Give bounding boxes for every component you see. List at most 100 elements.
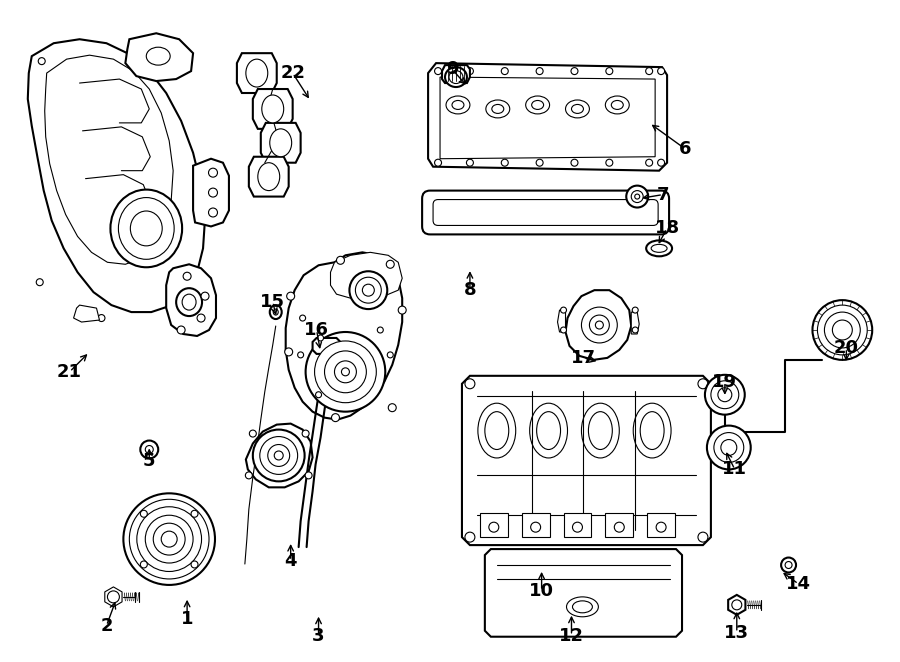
- Ellipse shape: [130, 499, 209, 579]
- Ellipse shape: [302, 430, 309, 437]
- Polygon shape: [248, 157, 289, 197]
- Polygon shape: [166, 264, 216, 336]
- Ellipse shape: [501, 160, 508, 166]
- Text: 19: 19: [712, 373, 737, 391]
- Ellipse shape: [284, 348, 292, 356]
- Ellipse shape: [140, 510, 148, 517]
- Ellipse shape: [485, 412, 508, 449]
- Ellipse shape: [191, 510, 198, 517]
- Ellipse shape: [246, 472, 252, 479]
- Ellipse shape: [530, 403, 568, 458]
- Ellipse shape: [337, 256, 345, 264]
- Ellipse shape: [785, 561, 792, 569]
- Polygon shape: [565, 290, 631, 360]
- Ellipse shape: [446, 96, 470, 114]
- Ellipse shape: [183, 272, 191, 280]
- Ellipse shape: [140, 440, 158, 459]
- Text: 17: 17: [571, 349, 596, 367]
- Ellipse shape: [536, 68, 543, 75]
- Polygon shape: [45, 55, 173, 264]
- Ellipse shape: [38, 58, 45, 65]
- Ellipse shape: [287, 292, 294, 300]
- Ellipse shape: [249, 430, 256, 437]
- Ellipse shape: [305, 472, 312, 479]
- Ellipse shape: [714, 432, 743, 463]
- Ellipse shape: [331, 414, 339, 422]
- Ellipse shape: [318, 335, 323, 341]
- Ellipse shape: [435, 68, 442, 75]
- Ellipse shape: [732, 600, 742, 610]
- Ellipse shape: [388, 404, 396, 412]
- Text: 13: 13: [724, 624, 750, 641]
- Text: 11: 11: [723, 460, 747, 479]
- Ellipse shape: [300, 315, 306, 321]
- Ellipse shape: [711, 381, 739, 408]
- Ellipse shape: [262, 95, 284, 123]
- Text: 2: 2: [100, 617, 112, 635]
- Ellipse shape: [565, 100, 590, 118]
- Ellipse shape: [176, 288, 202, 316]
- Ellipse shape: [718, 388, 732, 402]
- Ellipse shape: [98, 314, 105, 322]
- Ellipse shape: [561, 307, 566, 313]
- Ellipse shape: [631, 191, 644, 203]
- Text: 14: 14: [786, 575, 811, 593]
- Ellipse shape: [452, 101, 464, 109]
- Ellipse shape: [465, 379, 475, 389]
- Text: 16: 16: [304, 321, 329, 339]
- Ellipse shape: [596, 321, 603, 329]
- Ellipse shape: [145, 515, 194, 563]
- Polygon shape: [237, 53, 276, 93]
- Polygon shape: [194, 159, 229, 226]
- Ellipse shape: [449, 71, 463, 83]
- Ellipse shape: [435, 160, 442, 166]
- Ellipse shape: [532, 101, 544, 109]
- Polygon shape: [312, 338, 340, 354]
- Ellipse shape: [581, 307, 617, 343]
- Ellipse shape: [572, 601, 592, 613]
- Ellipse shape: [191, 561, 198, 568]
- Ellipse shape: [386, 260, 394, 268]
- Polygon shape: [440, 77, 655, 159]
- Ellipse shape: [705, 375, 745, 414]
- Ellipse shape: [349, 271, 387, 309]
- Ellipse shape: [606, 68, 613, 75]
- Polygon shape: [261, 123, 301, 163]
- Ellipse shape: [478, 403, 516, 458]
- Ellipse shape: [111, 189, 182, 267]
- Ellipse shape: [274, 451, 284, 460]
- Ellipse shape: [147, 47, 170, 65]
- Bar: [606, 513, 634, 537]
- Text: 8: 8: [464, 281, 476, 299]
- Ellipse shape: [107, 591, 120, 603]
- Ellipse shape: [201, 292, 209, 300]
- Ellipse shape: [209, 188, 218, 197]
- Ellipse shape: [182, 294, 196, 310]
- Ellipse shape: [377, 327, 383, 333]
- Ellipse shape: [656, 522, 666, 532]
- Ellipse shape: [645, 160, 652, 166]
- Polygon shape: [485, 549, 682, 637]
- Ellipse shape: [698, 532, 708, 542]
- Ellipse shape: [658, 68, 664, 75]
- Text: 4: 4: [284, 552, 297, 570]
- Text: 3: 3: [312, 627, 325, 645]
- Ellipse shape: [253, 430, 304, 481]
- Polygon shape: [285, 252, 402, 420]
- Ellipse shape: [572, 522, 582, 532]
- Ellipse shape: [260, 436, 298, 475]
- Ellipse shape: [197, 314, 205, 322]
- Text: 15: 15: [260, 293, 285, 311]
- Ellipse shape: [572, 105, 583, 113]
- Polygon shape: [125, 33, 194, 81]
- Ellipse shape: [465, 532, 475, 542]
- Ellipse shape: [645, 68, 652, 75]
- Ellipse shape: [268, 444, 290, 467]
- Ellipse shape: [123, 493, 215, 585]
- Ellipse shape: [316, 392, 321, 398]
- Text: 18: 18: [654, 219, 680, 238]
- Ellipse shape: [270, 129, 292, 157]
- FancyBboxPatch shape: [433, 199, 658, 226]
- Ellipse shape: [589, 412, 612, 449]
- Ellipse shape: [130, 211, 162, 246]
